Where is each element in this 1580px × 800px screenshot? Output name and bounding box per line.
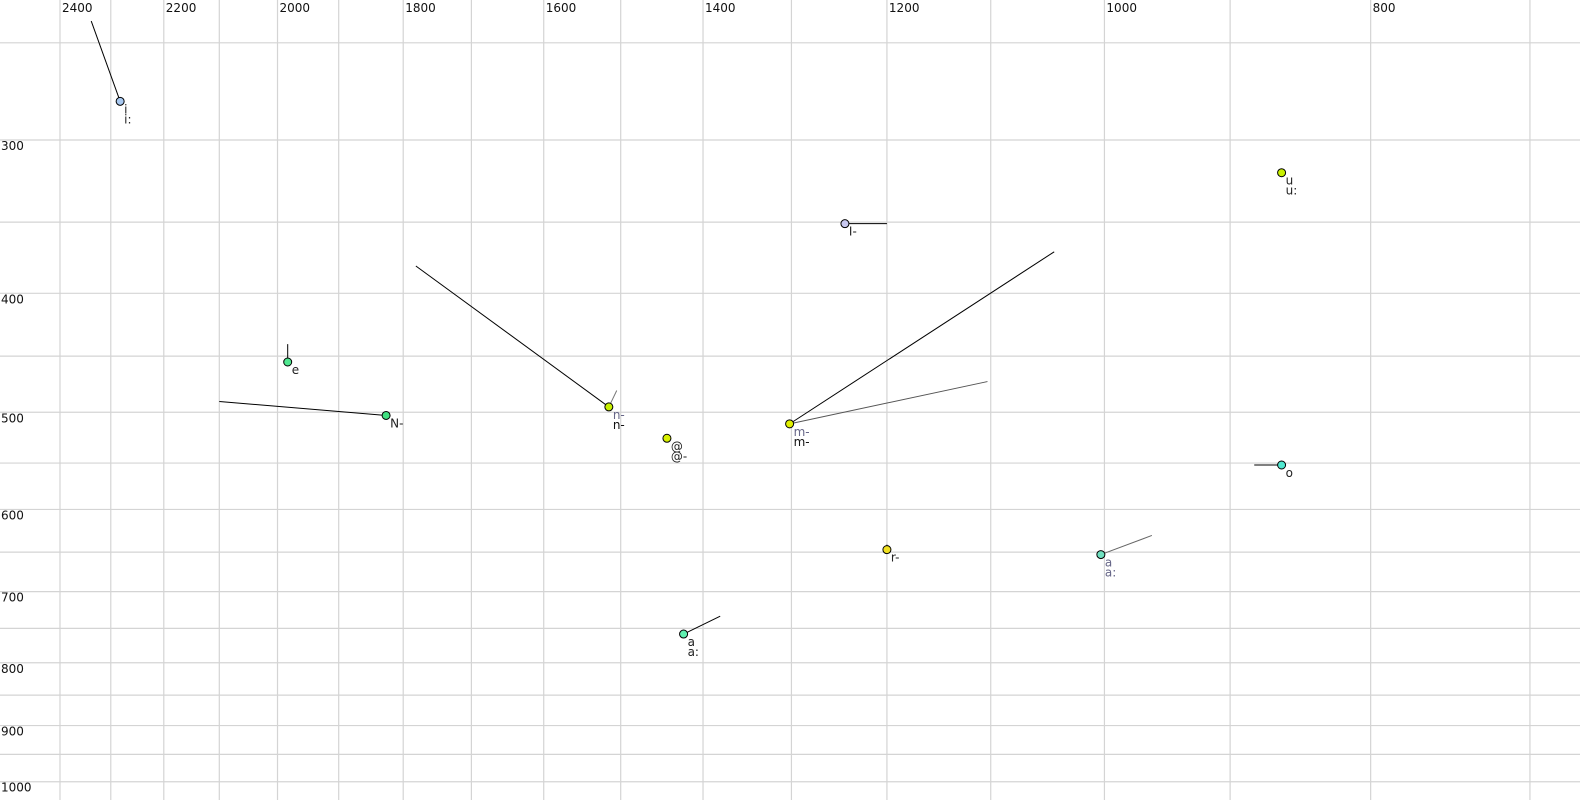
vowel-point[interactable] bbox=[1096, 550, 1106, 560]
trajectory-line bbox=[789, 251, 1055, 425]
vowel-label: m- bbox=[794, 435, 810, 449]
vowel-label: n- bbox=[613, 408, 625, 422]
vowel-point[interactable] bbox=[882, 545, 892, 555]
trajectory-line bbox=[219, 401, 387, 416]
y-tick-label: 400 bbox=[1, 292, 24, 306]
vowel-point[interactable] bbox=[1277, 168, 1287, 178]
trajectory-line bbox=[1100, 534, 1153, 556]
vowel-label: n- bbox=[613, 418, 625, 432]
vowel-label: I- bbox=[849, 225, 857, 239]
vowel-label: a: bbox=[1105, 566, 1116, 580]
vowel-label: a bbox=[1105, 556, 1112, 570]
x-tick-label: 2000 bbox=[280, 1, 311, 15]
vowel-label: @ bbox=[671, 439, 683, 453]
vowel-label: N- bbox=[390, 416, 403, 430]
vowel-point[interactable] bbox=[662, 433, 672, 443]
y-tick-label: 800 bbox=[1, 662, 24, 676]
x-tick-label: 1800 bbox=[405, 1, 436, 15]
vowel-label: a bbox=[688, 635, 695, 649]
vowel-point[interactable] bbox=[1277, 460, 1287, 470]
y-tick-label: 500 bbox=[1, 411, 24, 425]
vowel-point[interactable] bbox=[283, 357, 293, 367]
vowel-label: o bbox=[1286, 466, 1293, 480]
vowel-point[interactable] bbox=[785, 419, 795, 429]
x-tick-label: 1600 bbox=[546, 1, 577, 15]
trajectories bbox=[90, 20, 1282, 635]
vowel-label: r- bbox=[891, 551, 900, 565]
vowel-point[interactable] bbox=[115, 96, 125, 106]
vowel-label: i bbox=[124, 102, 127, 116]
y-tick-label: 900 bbox=[1, 725, 24, 739]
vowel-label: e bbox=[292, 363, 299, 377]
x-tick-label: 1200 bbox=[889, 1, 920, 15]
trajectory-line bbox=[683, 615, 721, 635]
y-tick-label: 300 bbox=[1, 139, 24, 153]
x-tick-label: 1000 bbox=[1106, 1, 1137, 15]
vowel-label: m- bbox=[794, 425, 810, 439]
vowel-point[interactable] bbox=[604, 402, 614, 412]
y-tick-label: 600 bbox=[1, 508, 24, 522]
vowel-point[interactable] bbox=[679, 629, 689, 639]
vowel-label: @- bbox=[671, 449, 687, 463]
vowel-point[interactable] bbox=[840, 219, 850, 229]
vowel-label: i: bbox=[124, 112, 131, 126]
data-points: ii:eN-n-n-@@-m-m-I-r-aa:aa:uu:o bbox=[115, 96, 1298, 659]
x-tick-label: 800 bbox=[1373, 1, 1396, 15]
y-tick-label: 1000 bbox=[1, 781, 32, 795]
vowel-label: a: bbox=[688, 645, 699, 659]
x-tick-label: 1400 bbox=[705, 1, 736, 15]
y-tick-label: 700 bbox=[1, 591, 24, 605]
trajectory-line bbox=[415, 265, 610, 408]
vowel-point[interactable] bbox=[381, 410, 391, 420]
trajectory-line bbox=[789, 381, 988, 425]
vowel-label: u: bbox=[1286, 184, 1298, 198]
axis-ticks: 2400 2200 2000 1800 1600 1400 1200 1000 800 300 40… bbox=[1, 1, 1396, 795]
x-tick-label: 2200 bbox=[166, 1, 197, 15]
x-tick-label: 2400 bbox=[62, 1, 93, 15]
trajectory-line bbox=[90, 20, 121, 102]
vowel-label: u bbox=[1286, 174, 1294, 188]
